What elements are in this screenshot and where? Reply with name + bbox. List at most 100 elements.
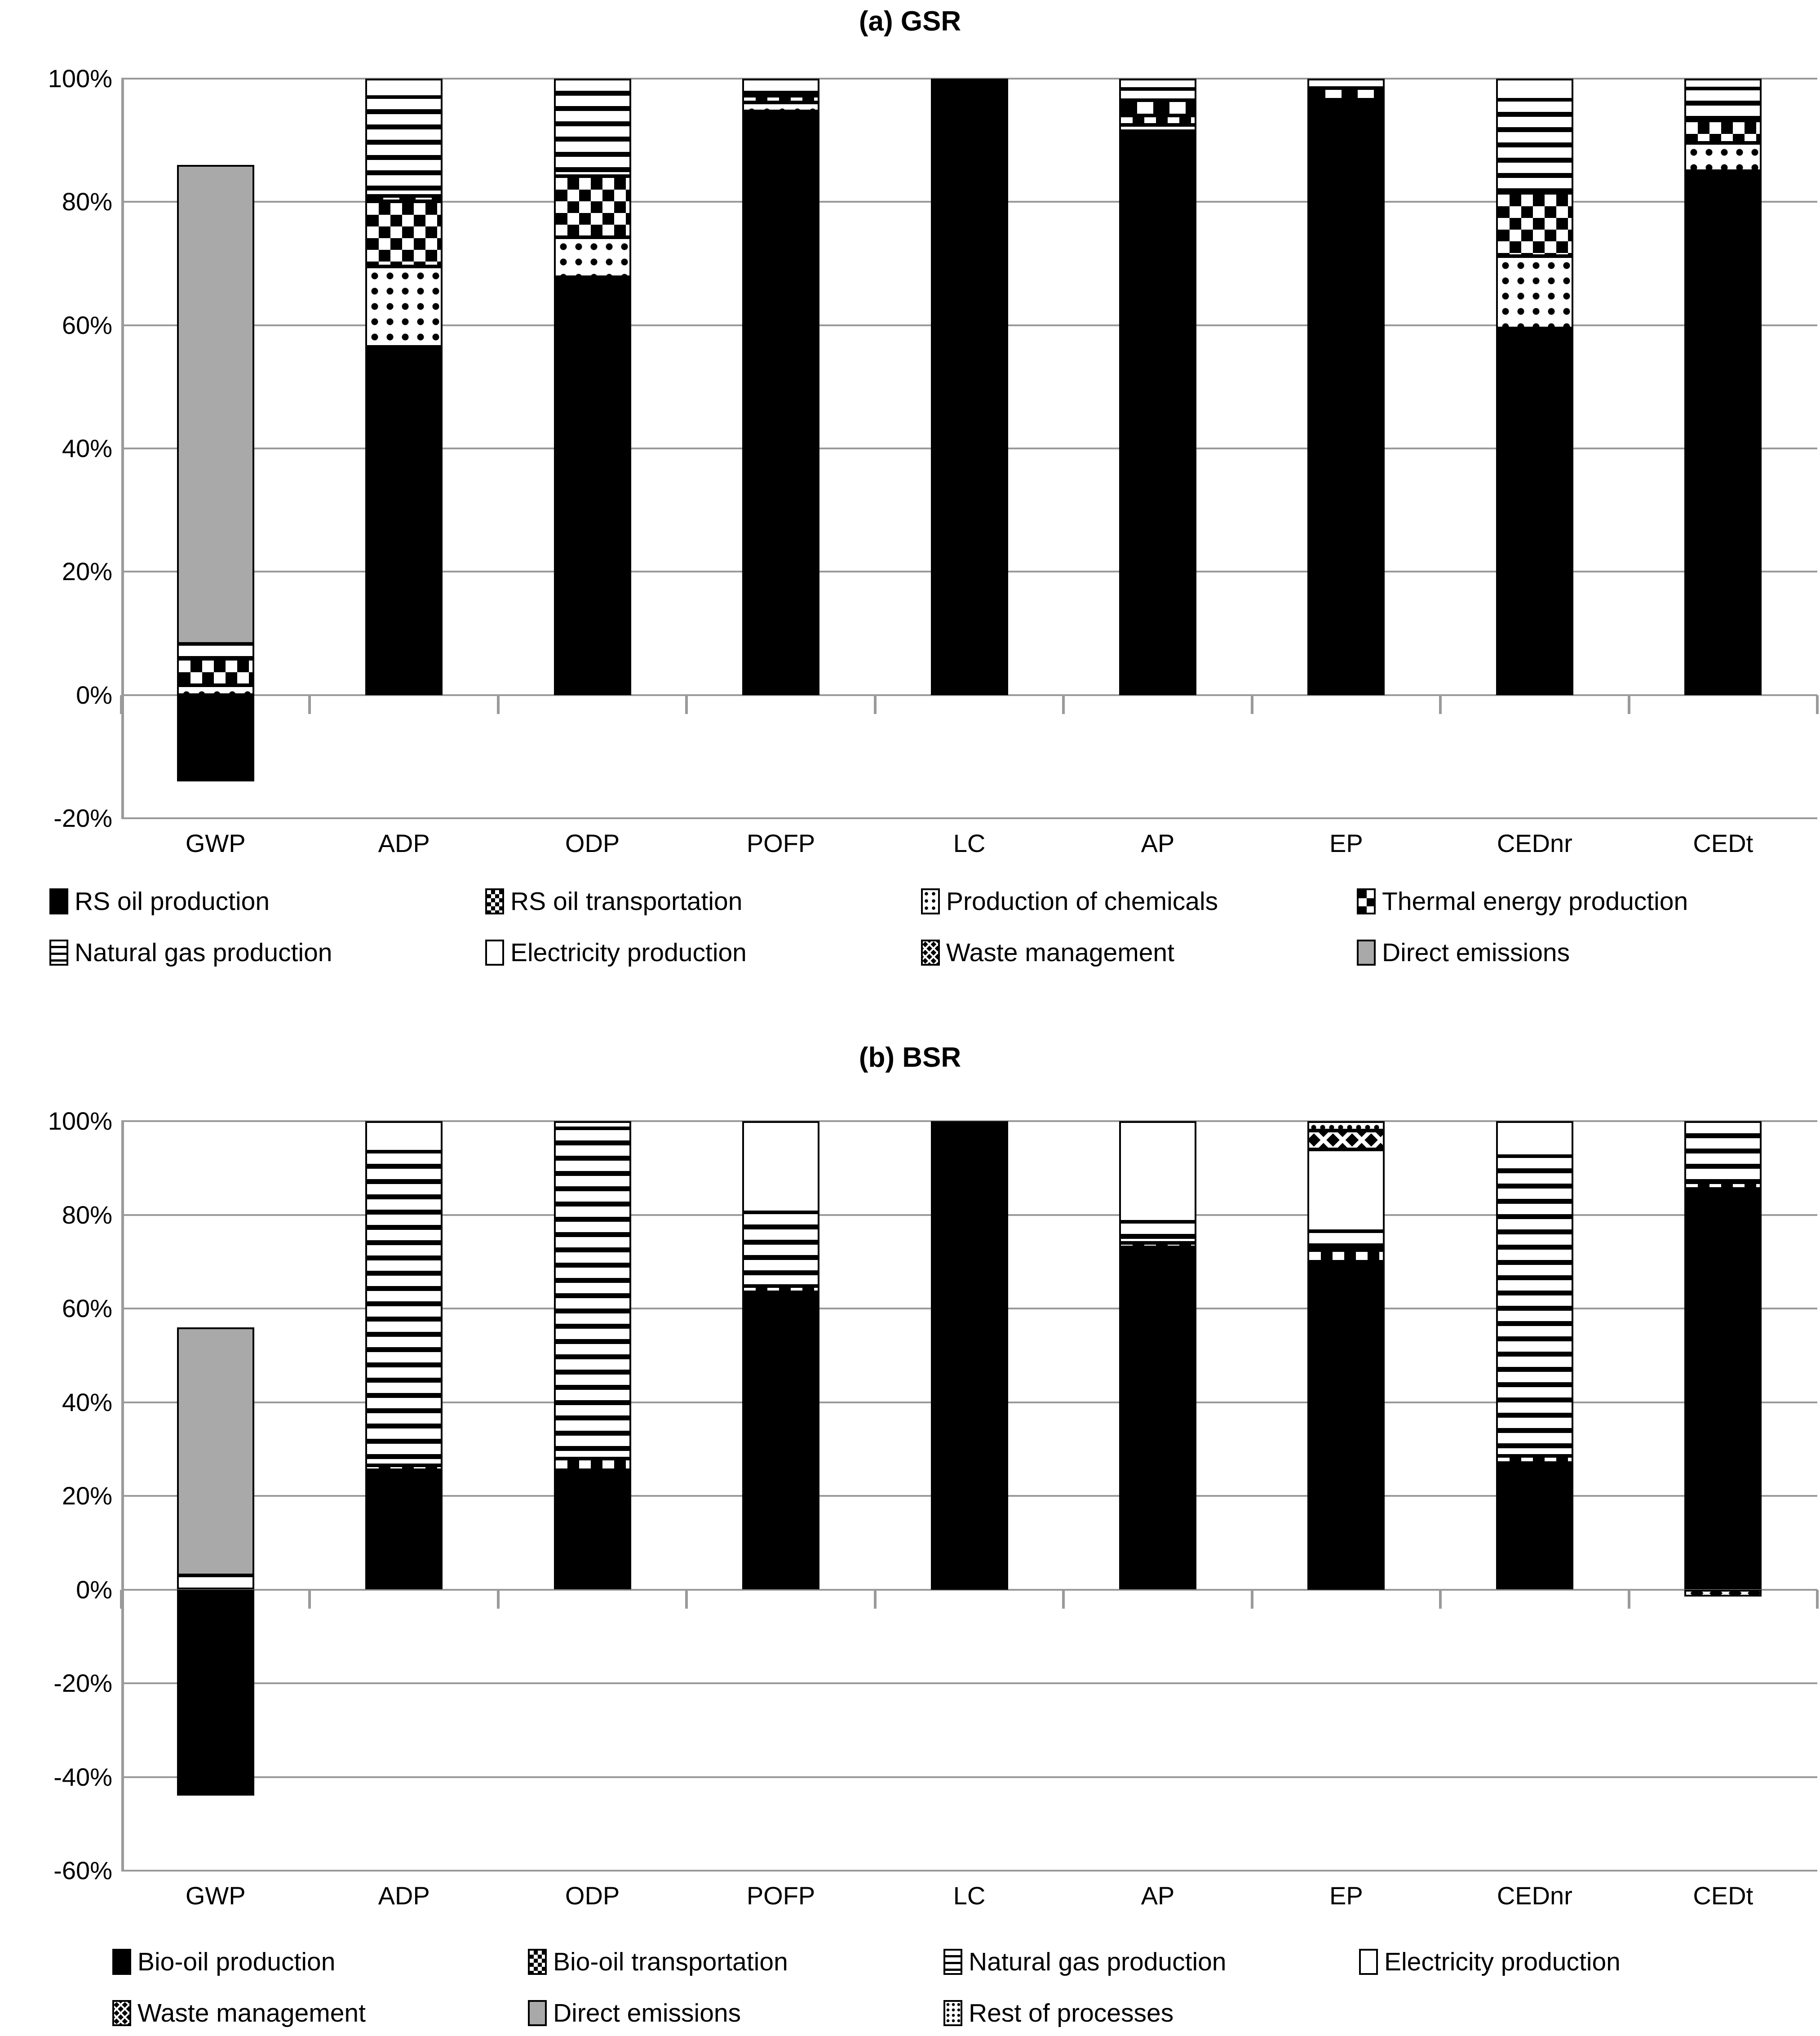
category-label: CEDt — [1693, 829, 1754, 857]
bar-segment — [365, 195, 443, 201]
y-axis-label: -40% — [53, 1762, 112, 1791]
bar-segment — [177, 1575, 254, 1590]
category-label: ADP — [378, 829, 430, 857]
bar-segment — [1307, 1149, 1385, 1231]
category-label: AP — [1141, 829, 1175, 857]
gridline-0 — [121, 1588, 1817, 1591]
bar-segment — [554, 176, 631, 237]
bar-segment — [1307, 79, 1385, 88]
legend-key-white-icon — [1359, 1949, 1378, 1975]
gridline--60 — [121, 1870, 1817, 1872]
y-axis-label: 80% — [62, 1200, 112, 1229]
x-axis-tick — [1816, 695, 1819, 714]
y-axis-line — [121, 1121, 124, 1871]
bar-segment — [1496, 99, 1573, 193]
legend-item: Electricity production — [485, 939, 921, 967]
category-label: CEDnr — [1497, 829, 1572, 857]
bar-segment — [554, 79, 631, 176]
bar-segment — [554, 237, 631, 277]
bar-segment — [742, 111, 820, 695]
chart-bsr: (b) BSR 100% 80% 60% 40% 20% 0% -20% -40% -60% GW… — [0, 1029, 1820, 2036]
legend-item: Waste management — [112, 1999, 528, 2027]
bar-segment — [1307, 1250, 1385, 1262]
x-axis-tick — [1816, 1589, 1819, 1609]
legend-key-h-stripes-icon — [943, 1949, 962, 1975]
bar-segment — [1307, 1261, 1385, 1590]
category-label: POFP — [746, 1881, 815, 1910]
bar-segment — [742, 1286, 820, 1292]
bar-segment — [742, 1121, 820, 1213]
bar-segment — [177, 658, 254, 685]
bar-segment — [1119, 124, 1196, 131]
legend-key-solid-black-icon — [112, 1949, 131, 1975]
bar-segment — [742, 79, 820, 96]
x-axis-tick — [1250, 1589, 1253, 1609]
y-axis-label: 0% — [76, 1575, 112, 1604]
legend-label: Natural gas production — [75, 938, 332, 967]
category-label: AP — [1141, 1881, 1175, 1910]
x-axis-tick — [496, 1589, 500, 1609]
legend-item: Natural gas production — [49, 939, 485, 967]
category-label: LC — [953, 829, 986, 857]
legend-label: Bio-oil transportation — [553, 1947, 788, 1976]
y-axis-label: -20% — [53, 1669, 112, 1697]
bar-segment — [365, 1121, 443, 1152]
bar-segment — [1119, 1222, 1196, 1243]
bar-segment — [742, 1212, 820, 1286]
bar-segment — [742, 1292, 820, 1590]
x-axis-tick — [120, 1589, 123, 1609]
bar-segment — [365, 201, 443, 267]
x-axis-tick — [1439, 1589, 1442, 1609]
bar-segment — [1496, 1121, 1573, 1157]
bar-segment — [554, 1458, 631, 1470]
bar-segment — [1496, 256, 1573, 328]
bar-segment — [1119, 115, 1196, 125]
x-axis-tick — [1439, 695, 1442, 714]
legend-item: Thermal energy production — [1357, 887, 1793, 915]
category-label: POFP — [746, 829, 815, 857]
bar-segment — [365, 346, 443, 695]
bar-segment — [177, 1589, 254, 1796]
y-axis-label: 80% — [62, 187, 112, 216]
bar-segment — [177, 685, 254, 695]
y-axis-label: 40% — [62, 1388, 112, 1416]
legend-label: Rest of processes — [969, 1999, 1174, 2027]
x-axis-tick — [873, 695, 877, 714]
bar-segment — [554, 1128, 631, 1459]
legend-label: Bio-oil production — [137, 1947, 336, 1976]
chart-b-plot: 100% 80% 60% 40% 20% 0% -20% -40% -60% GWP ADP ODP P… — [48, 1109, 1819, 1909]
legend-item: RS oil production — [49, 887, 485, 915]
bar-segment — [1684, 142, 1762, 171]
chart-a-plot: 100% 80% 60% 40% 20% 0% -20% GWP ADP ODP POFP LC AP E… — [48, 66, 1819, 857]
x-axis-tick — [308, 1589, 311, 1609]
legend-key-checker-icon — [485, 888, 504, 914]
legend-item: Natural gas production — [943, 1948, 1359, 1976]
legend-key-solid-black-icon — [49, 888, 68, 914]
legend-item: Direct emissions — [1357, 939, 1793, 967]
legend-label: Direct emissions — [553, 1999, 741, 2027]
gridline-0 — [121, 694, 1817, 696]
bar-segment — [1496, 1456, 1573, 1463]
x-axis-tick — [308, 695, 311, 714]
legend-key-dense-dots-icon — [943, 2000, 962, 2026]
bar-segment — [554, 1470, 631, 1590]
bar-segment — [1684, 1189, 1762, 1590]
bar-segment — [930, 1121, 1008, 1590]
bar-segment — [1307, 1231, 1385, 1250]
gridline--20 — [121, 817, 1817, 819]
legend-label: Production of chemicals — [946, 887, 1218, 916]
legend-item: Direct emissions — [528, 1999, 943, 2027]
x-axis-tick — [1627, 695, 1630, 714]
bar-segment — [1684, 1182, 1762, 1189]
legend-key-big-checker-icon — [1357, 888, 1376, 914]
bar-segment — [554, 1121, 631, 1128]
legend-item: Production of chemicals — [921, 887, 1357, 915]
bar-segment — [1119, 1247, 1196, 1590]
bar-segment — [177, 643, 254, 659]
bar-segment — [177, 1327, 254, 1576]
legend-item: Rest of processes — [943, 1999, 1359, 2027]
y-axis-label: 60% — [62, 311, 112, 339]
legend-item: RS oil transportation — [485, 887, 921, 915]
gridline--20 — [121, 1682, 1817, 1684]
category-label: CEDnr — [1497, 1881, 1572, 1910]
